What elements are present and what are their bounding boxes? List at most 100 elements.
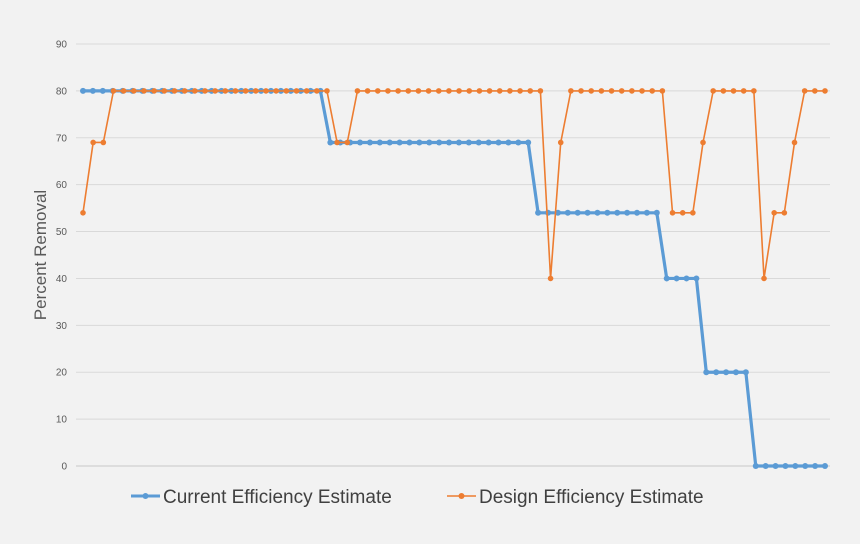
- data-point: [791, 139, 798, 146]
- y-tick-label: 10: [56, 415, 68, 426]
- data-point: [812, 463, 819, 469]
- data-point: [405, 88, 412, 94]
- data-point: [354, 88, 361, 94]
- data-point: [376, 139, 383, 146]
- data-point: [663, 275, 670, 282]
- data-point: [141, 88, 147, 94]
- data-point: [564, 209, 571, 216]
- data-point: [485, 139, 492, 146]
- data-point: [446, 139, 453, 146]
- data-point: [693, 275, 700, 282]
- data-point: [446, 88, 452, 94]
- data-point: [357, 139, 364, 146]
- data-point: [535, 209, 542, 216]
- y-tick-label: 80: [56, 86, 68, 97]
- data-point: [476, 88, 483, 94]
- data-point: [505, 139, 512, 146]
- y-tick-label: 90: [56, 40, 68, 51]
- data-point: [515, 139, 522, 146]
- data-point: [669, 210, 676, 216]
- data-point: [762, 463, 769, 469]
- data-point: [495, 139, 502, 146]
- data-point: [406, 139, 413, 146]
- data-point: [732, 369, 739, 376]
- data-point: [456, 88, 462, 94]
- data-point: [327, 139, 334, 146]
- y-tick-label: 30: [56, 321, 68, 332]
- data-point: [232, 88, 239, 94]
- data-point: [673, 275, 680, 282]
- data-point: [435, 88, 442, 94]
- data-point: [574, 209, 581, 216]
- data-point: [578, 88, 584, 94]
- data-point: [263, 88, 269, 94]
- data-point: [751, 88, 757, 94]
- data-point: [588, 88, 595, 94]
- data-point: [475, 139, 482, 146]
- data-point: [486, 88, 493, 94]
- data-point: [639, 88, 645, 94]
- data-point: [212, 88, 218, 94]
- data-point: [110, 88, 117, 94]
- data-point: [374, 88, 381, 94]
- data-point: [466, 88, 473, 94]
- data-point: [99, 87, 106, 94]
- data-point: [386, 139, 393, 146]
- data-point: [653, 209, 660, 216]
- data-point: [659, 88, 666, 94]
- legend-label-current: Current Efficiency Estimate: [163, 487, 392, 508]
- legend-item-current: Current Efficiency Estimate: [131, 487, 392, 508]
- data-point: [594, 209, 601, 216]
- data-point: [517, 88, 523, 94]
- data-point: [772, 463, 779, 469]
- data-point: [723, 369, 730, 376]
- data-point: [525, 139, 532, 146]
- data-point: [465, 139, 472, 146]
- legend-item-design: Design Efficiency Estimate: [447, 487, 704, 508]
- data-point: [293, 88, 300, 94]
- data-point: [544, 209, 551, 216]
- data-point: [643, 209, 650, 216]
- series-design: [80, 88, 828, 282]
- y-tick-label: 60: [56, 180, 68, 191]
- data-point: [690, 210, 696, 216]
- data-point: [781, 210, 788, 216]
- data-point: [624, 209, 631, 216]
- data-point: [324, 88, 330, 94]
- data-point: [395, 88, 401, 94]
- data-point: [730, 88, 737, 94]
- data-point: [131, 88, 137, 94]
- y-axis-tick-labels: 0 10 20 30 40 50 60 70 80 90: [56, 40, 68, 473]
- data-point: [557, 139, 564, 146]
- y-tick-label: 50: [56, 227, 68, 238]
- data-point: [812, 88, 818, 94]
- data-point: [752, 463, 759, 469]
- data-point: [629, 88, 635, 94]
- data-point: [802, 463, 809, 469]
- data-point: [568, 88, 574, 94]
- legend-marker-current: [142, 493, 149, 499]
- legend-label-design: Design Efficiency Estimate: [479, 487, 704, 508]
- data-point: [80, 210, 86, 216]
- data-point: [283, 88, 290, 94]
- data-point: [396, 139, 403, 146]
- data-point: [90, 139, 96, 146]
- data-point: [782, 463, 789, 469]
- data-point: [273, 88, 279, 94]
- data-point: [792, 463, 799, 469]
- data-point: [426, 139, 433, 146]
- data-point: [713, 369, 720, 376]
- data-point: [181, 88, 188, 94]
- data-point: [584, 209, 591, 216]
- data-point: [455, 139, 462, 146]
- data-point: [89, 87, 96, 94]
- data-point: [120, 88, 127, 94]
- data-point: [202, 88, 208, 94]
- data-point: [334, 139, 340, 146]
- series-layer: [80, 87, 828, 469]
- data-point: [436, 139, 443, 146]
- data-point: [703, 369, 710, 376]
- data-point: [415, 88, 422, 94]
